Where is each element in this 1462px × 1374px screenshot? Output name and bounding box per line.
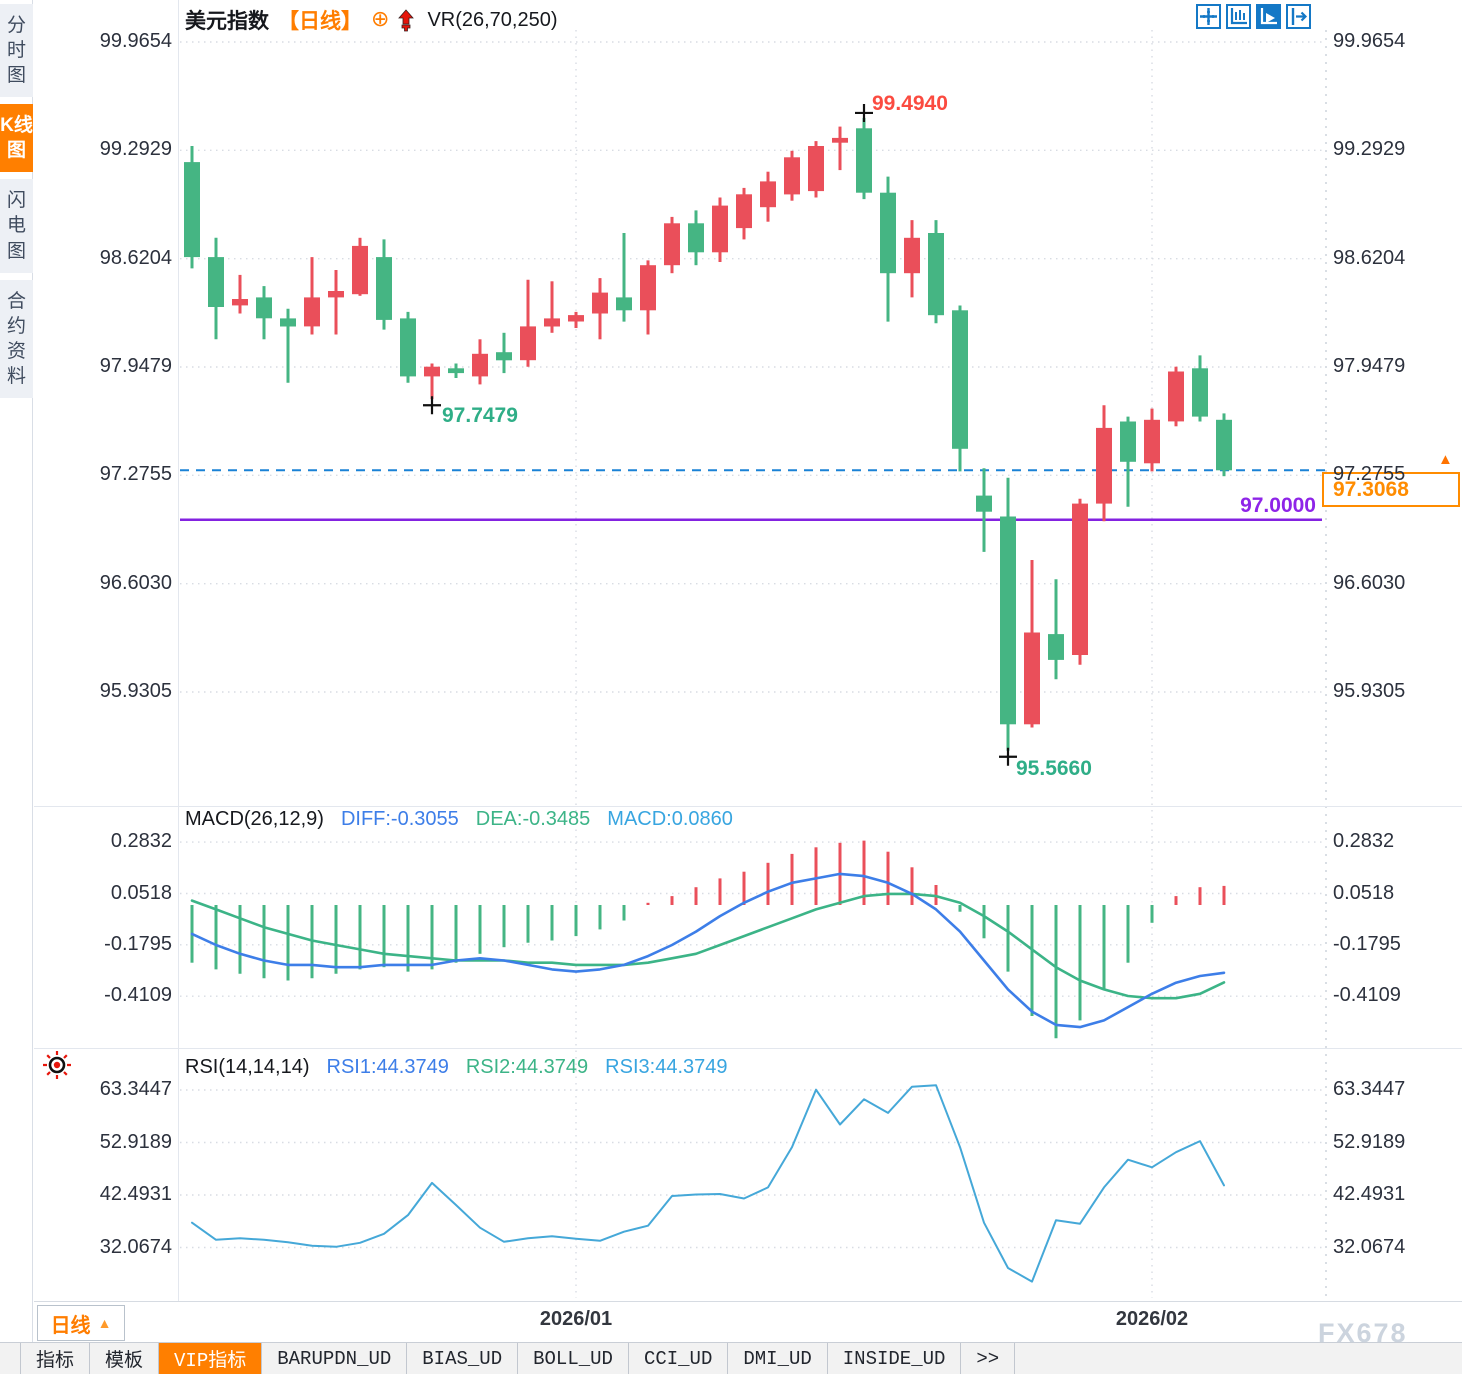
x-axis-date-label: 2026/02: [1115, 1308, 1189, 1330]
period-selector-arrow-icon: ▲: [97, 1315, 112, 1331]
support-line-label: 97.0000: [1240, 494, 1316, 517]
add-indicator-icon[interactable]: ⊕: [371, 6, 390, 31]
indicator-tab->>[interactable]: >>: [961, 1343, 1016, 1374]
y-axis-label: 96.6030: [1333, 571, 1406, 594]
indicator-tab-CCI_UD[interactable]: CCI_UD: [629, 1343, 729, 1374]
x-axis-date-label: 2026/01: [539, 1308, 613, 1330]
y-axis-label: 52.9189: [1333, 1130, 1406, 1153]
pan-right-icon[interactable]: [1286, 4, 1311, 29]
y-axis-label: -0.1795: [1333, 932, 1401, 955]
indicator-tab-BIAS_UD[interactable]: BIAS_UD: [407, 1343, 519, 1374]
symbol-title: 美元指数: [185, 10, 269, 33]
rsi3-value: RSI3:44.3749: [605, 1056, 728, 1078]
y-axis-label: -0.4109: [104, 984, 172, 1007]
swing-low-label: 97.7479: [442, 404, 518, 427]
alert-sun-icon[interactable]: [41, 1049, 73, 1081]
y-axis-label: 32.0674: [1333, 1235, 1406, 1258]
y-axis-label: 63.3447: [1333, 1078, 1406, 1100]
y-axis-label: 95.9305: [1333, 680, 1406, 703]
crosshair-move-icon[interactable]: [1196, 4, 1221, 29]
y-axis-label: 95.9305: [99, 680, 172, 703]
overlay-indicator-label: VR(26,70,250): [427, 8, 558, 31]
plot-left-border: [178, 0, 179, 1341]
y-axis-label: 52.9189: [99, 1130, 172, 1153]
panel-divider-rsi: [34, 1048, 1462, 1049]
rsi1-value: RSI1:44.3749: [326, 1056, 449, 1078]
panel-divider-macd: [34, 806, 1462, 807]
macd-dea-value: DEA:-0.3485: [475, 808, 591, 830]
y-axis-label: -0.1795: [104, 932, 172, 955]
indicator-tab-INSIDE_UD[interactable]: INSIDE_UD: [828, 1343, 962, 1374]
rsi-legend: RSI(14,14,14) RSI1:44.3749 RSI2:44.3749 …: [185, 1056, 728, 1079]
y-axis-label: 0.0518: [1333, 881, 1395, 904]
indicator-tab-模板[interactable]: 模板: [90, 1343, 160, 1374]
high-price-label: 99.4940: [872, 92, 948, 115]
rsi2-value: RSI2:44.3749: [465, 1056, 589, 1078]
indicator-tab-BOLL_UD[interactable]: BOLL_UD: [518, 1343, 629, 1374]
y-axis-label: 96.6030: [99, 571, 172, 594]
axis-cursor-icon[interactable]: [1256, 4, 1281, 29]
y-axis-label: 63.3447: [99, 1078, 172, 1100]
chart-header: 美元指数 【日线】 ⊕ VR(26,70,250): [185, 5, 558, 35]
y-axis-label: 97.9479: [99, 355, 172, 378]
sidebar: 分时图 K线图 闪电图 合约资料: [0, 0, 33, 1374]
y-axis-label: 0.0518: [110, 881, 172, 904]
macd-hist-value: MACD:0.0860: [607, 808, 733, 830]
y-axis-label: 99.9654: [1333, 30, 1406, 52]
period-tag: 【日线】: [278, 10, 362, 33]
current-price-tag: 97.3068: [1322, 472, 1460, 507]
period-selector[interactable]: 日线 ▲: [37, 1305, 125, 1341]
y-axis-label: 0.2832: [1333, 830, 1395, 853]
indicator-tabbar: 指标 模板 VIP指标 BARUPDN_UD BIAS_UD BOLL_UD CCI_UD D…: [0, 1342, 1462, 1374]
price-up-arrow-icon: [398, 8, 415, 31]
sidebar-item-contract-info[interactable]: 合约资料: [0, 279, 33, 398]
sidebar-item-kline-chart[interactable]: K线图: [0, 104, 33, 173]
y-axis-label: 42.4931: [99, 1183, 172, 1205]
y-axis-label: -0.4109: [1333, 984, 1401, 1007]
y-axis-label: 99.2929: [99, 138, 172, 161]
indicator-tab-指标[interactable]: 指标: [20, 1343, 91, 1374]
y-axis-label: 97.2755: [1333, 463, 1406, 486]
indicator-tab-VIP指标[interactable]: VIP指标: [159, 1343, 263, 1374]
sidebar-item-flash-chart[interactable]: 闪电图: [0, 179, 33, 273]
y-axis-label: 99.9654: [99, 30, 172, 52]
macd-title: MACD(26,12,9): [185, 808, 324, 830]
y-axis-label: 98.6204: [99, 246, 172, 269]
period-selector-label: 日线: [50, 1314, 91, 1337]
y-axis-label: 97.2755: [99, 463, 172, 486]
indicator-tab-DMI_UD[interactable]: DMI_UD: [728, 1343, 828, 1374]
y-axis-label: 99.2929: [1333, 138, 1406, 161]
macd-legend: MACD(26,12,9) DIFF:-0.3055 DEA:-0.3485 M…: [185, 808, 733, 831]
y-axis-label: 32.0674: [99, 1235, 172, 1258]
rsi-title: RSI(14,14,14): [185, 1056, 310, 1078]
axis-range-icon[interactable]: [1226, 4, 1251, 29]
crash-low-label: 95.5660: [1016, 757, 1092, 780]
x-axis-strip: [34, 1301, 1462, 1342]
y-axis-label: 42.4931: [1333, 1183, 1406, 1205]
chart-toolbar: [1196, 4, 1311, 29]
y-axis-label: 98.6204: [1333, 246, 1406, 269]
sidebar-item-timeline-chart[interactable]: 分时图: [0, 4, 33, 98]
indicator-tab-BARUPDN_UD[interactable]: BARUPDN_UD: [262, 1343, 408, 1374]
y-axis-label: 0.2832: [110, 830, 172, 853]
macd-diff-value: DIFF:-0.3055: [340, 808, 459, 830]
price-direction-arrow-icon: ▲: [1438, 451, 1453, 468]
y-axis-label: 97.9479: [1333, 355, 1406, 378]
